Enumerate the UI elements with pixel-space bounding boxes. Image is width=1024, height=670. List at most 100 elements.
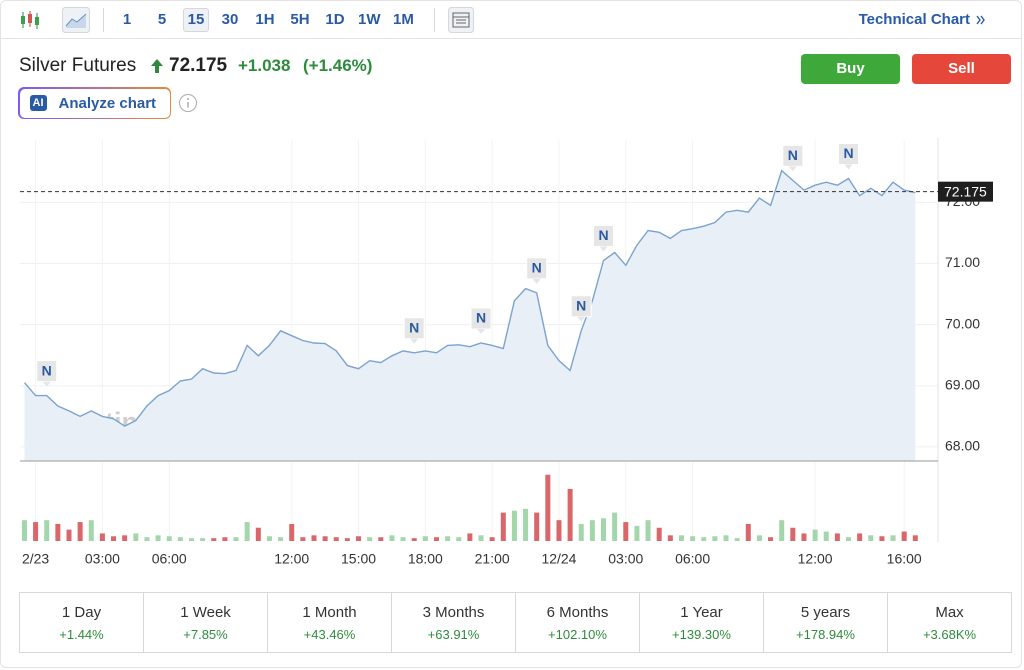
area-icon[interactable] [62,7,90,33]
news-pointer [532,278,541,284]
y-tick-label: 71.00 [945,254,980,270]
performance-cell[interactable]: 1 Month +43.46% [268,593,392,652]
volume-bar [333,537,339,541]
volume-bar [311,535,317,541]
interval-button[interactable]: 30 [221,11,239,28]
news-marker[interactable]: N [838,143,860,170]
performance-cell[interactable]: 1 Week +7.85% [144,593,268,652]
volume-bar [545,474,551,541]
news-label: N [409,319,419,335]
news-label: N [576,297,586,313]
x-tick-label: 21:00 [475,551,510,567]
news-label: N [598,227,608,243]
period-change: +63.91% [427,627,480,642]
volume-bar [433,537,439,541]
chart: 68.0069.0070.0071.0072.002/2303:0006:001… [20,138,993,567]
volume-bar [222,537,228,541]
x-tick-label: 12/24 [541,551,576,567]
volume-bar [912,535,918,541]
performance-cell[interactable]: 5 years +178.94% [764,593,888,652]
volume-bar [846,537,852,541]
candles-icon[interactable] [18,9,42,31]
volume-bar [500,512,506,541]
interval-button[interactable]: 15 [183,8,209,32]
volume-bar [812,529,818,541]
volume-bar [122,535,128,541]
performance-cell[interactable]: 6 Months +102.10% [516,593,640,652]
period-change: +139.30% [672,627,731,642]
performance-cell[interactable]: 3 Months +63.91% [392,593,516,652]
y-tick-label: 69.00 [945,376,980,392]
period-change: +1.44% [59,627,104,642]
volume-bar [612,512,618,541]
volume-bar [589,520,595,541]
news-marker[interactable]: N [470,307,492,334]
volume-bar [678,535,684,541]
volume-bar [578,523,584,541]
volume-bar [790,527,796,541]
news-label: N [42,362,52,378]
volume-bar [779,520,785,541]
interval-button[interactable]: 5H [290,11,310,28]
sell-button[interactable]: Sell [912,54,1011,84]
volume-bar [823,531,829,541]
volume-bar [656,527,662,541]
performance-table: 1 Day +1.44% 1 Week +7.85% 1 Month +43.46% 3 M… [19,592,1012,653]
volume-bar [723,535,729,541]
news-marker[interactable]: N [782,144,804,172]
news-marker[interactable]: N [593,224,615,252]
x-tick-label: 12:00 [274,551,309,567]
x-tick-label: 03:00 [85,551,120,567]
period: Max [935,604,964,621]
volume-bar [645,520,651,541]
x-tick-label: 2/23 [22,551,49,567]
volume-bar [300,537,306,541]
news-marker[interactable]: N [570,295,592,322]
volume-bar [756,535,762,541]
volume-bar [768,537,774,541]
volume-bar [489,537,495,541]
volume-bar [266,536,272,541]
news-marker[interactable]: N [526,257,548,284]
performance-cell[interactable]: 1 Year +139.30% [640,593,764,652]
analyze-button[interactable]: AI Analyze chart [18,87,171,119]
news-pointer [599,246,608,252]
volume-bar [456,537,462,541]
technical-chart-link[interactable]: Technical Chart [858,11,970,28]
info-icon[interactable] [178,93,198,113]
price-area [24,170,916,461]
interval-button[interactable]: 1D [325,11,345,28]
volume-bar [188,538,194,541]
x-tick-label: 06:00 [675,551,710,567]
volume-bar [868,535,874,541]
period: 3 Months [422,604,485,621]
volume-bar [712,536,718,541]
interval-button[interactable]: 5 [157,11,167,28]
interval-button[interactable]: 1H [255,11,275,28]
toolbar: 1 5 15 30 1H 5H 1D 1W 1M Technical Chart [0,0,1022,39]
news-pointer [477,328,486,334]
period-change: +178.94% [796,627,855,642]
interval-button[interactable]: 1 [122,11,132,28]
volume-bar [879,536,885,541]
news-marker[interactable]: N [36,360,58,387]
volume-bar [445,536,451,541]
volume-bar [411,538,417,541]
volume-bar [422,536,428,541]
news-pointer [788,166,797,172]
ai-badge: AI [29,94,47,111]
analyze-label: Analyze chart [58,94,157,112]
period: 6 Months [546,604,609,621]
buy-button[interactable]: Buy [801,54,900,84]
interval-button[interactable]: 1M [393,11,414,28]
news-marker[interactable]: N [403,317,425,344]
last-price-box [938,181,993,202]
volume-bar [400,537,406,541]
volume-bar [523,508,529,541]
interval-button[interactable]: 1W [358,11,381,28]
x-tick-label: 06:00 [152,551,187,567]
performance-cell[interactable]: 1 Day +1.44% [20,593,144,652]
layout-icon[interactable] [448,7,474,33]
performance-cell[interactable]: Max +3.68K% [888,593,1011,652]
news-label: N [476,310,486,326]
